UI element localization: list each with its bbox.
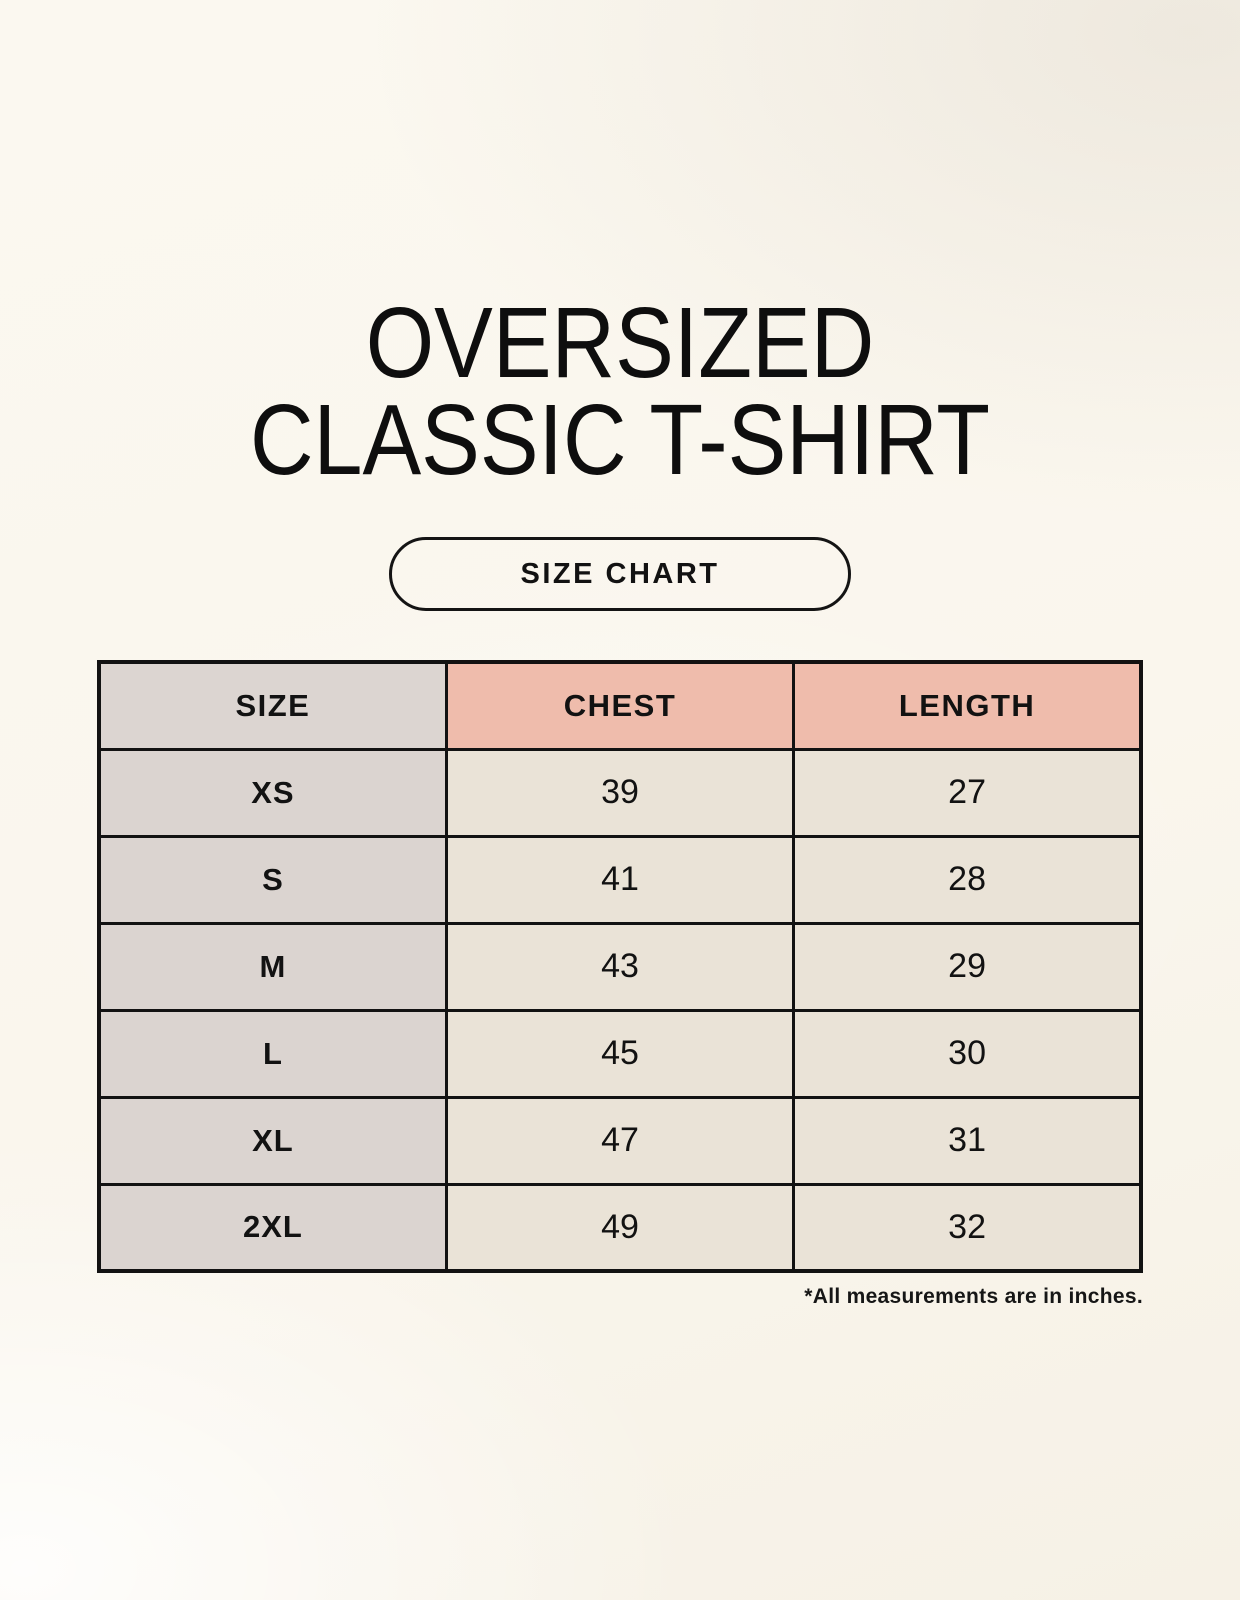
size-label: S bbox=[97, 834, 448, 925]
chest-value: 43 bbox=[444, 921, 796, 1012]
size-chart-button-label: SIZE CHART bbox=[520, 557, 720, 590]
size-label: L bbox=[97, 1008, 448, 1099]
size-chart-button[interactable]: SIZE CHART bbox=[389, 537, 851, 611]
chest-value: 41 bbox=[444, 834, 796, 925]
measurements-footnote: *All measurements are in inches. bbox=[804, 1285, 1143, 1308]
chest-value: 45 bbox=[444, 1008, 796, 1099]
column-header-size: SIZE bbox=[97, 660, 448, 751]
chest-value: 49 bbox=[444, 1182, 796, 1273]
table-row: S 41 28 bbox=[97, 834, 1143, 925]
chest-value: 47 bbox=[444, 1095, 796, 1186]
size-label: XS bbox=[97, 747, 448, 838]
page-title: OVERSIZED CLASSIC T-SHIRT bbox=[74, 287, 1165, 496]
length-value: 27 bbox=[792, 747, 1143, 838]
column-header-length: LENGTH bbox=[792, 660, 1143, 751]
table-header-row: SIZE CHEST LENGTH bbox=[97, 660, 1143, 751]
length-value: 32 bbox=[792, 1182, 1143, 1273]
table-row: XS 39 27 bbox=[97, 747, 1143, 838]
table-row: XL 47 31 bbox=[97, 1095, 1143, 1186]
size-label: XL bbox=[97, 1095, 448, 1186]
chest-value: 39 bbox=[444, 747, 796, 838]
size-label: M bbox=[97, 921, 448, 1012]
page-title-line2: CLASSIC T-SHIRT bbox=[249, 384, 991, 496]
length-value: 28 bbox=[792, 834, 1143, 925]
column-header-chest: CHEST bbox=[444, 660, 796, 751]
length-value: 29 bbox=[792, 921, 1143, 1012]
size-label: 2XL bbox=[97, 1182, 448, 1273]
table-row: M 43 29 bbox=[97, 921, 1143, 1012]
table-row: 2XL 49 32 bbox=[97, 1182, 1143, 1273]
table-row: L 45 30 bbox=[97, 1008, 1143, 1099]
length-value: 31 bbox=[792, 1095, 1143, 1186]
size-chart-table: SIZE CHEST LENGTH XS 39 27 S 41 28 M 43 … bbox=[97, 660, 1143, 1273]
length-value: 30 bbox=[792, 1008, 1143, 1099]
page-title-line1: OVERSIZED bbox=[365, 287, 875, 399]
